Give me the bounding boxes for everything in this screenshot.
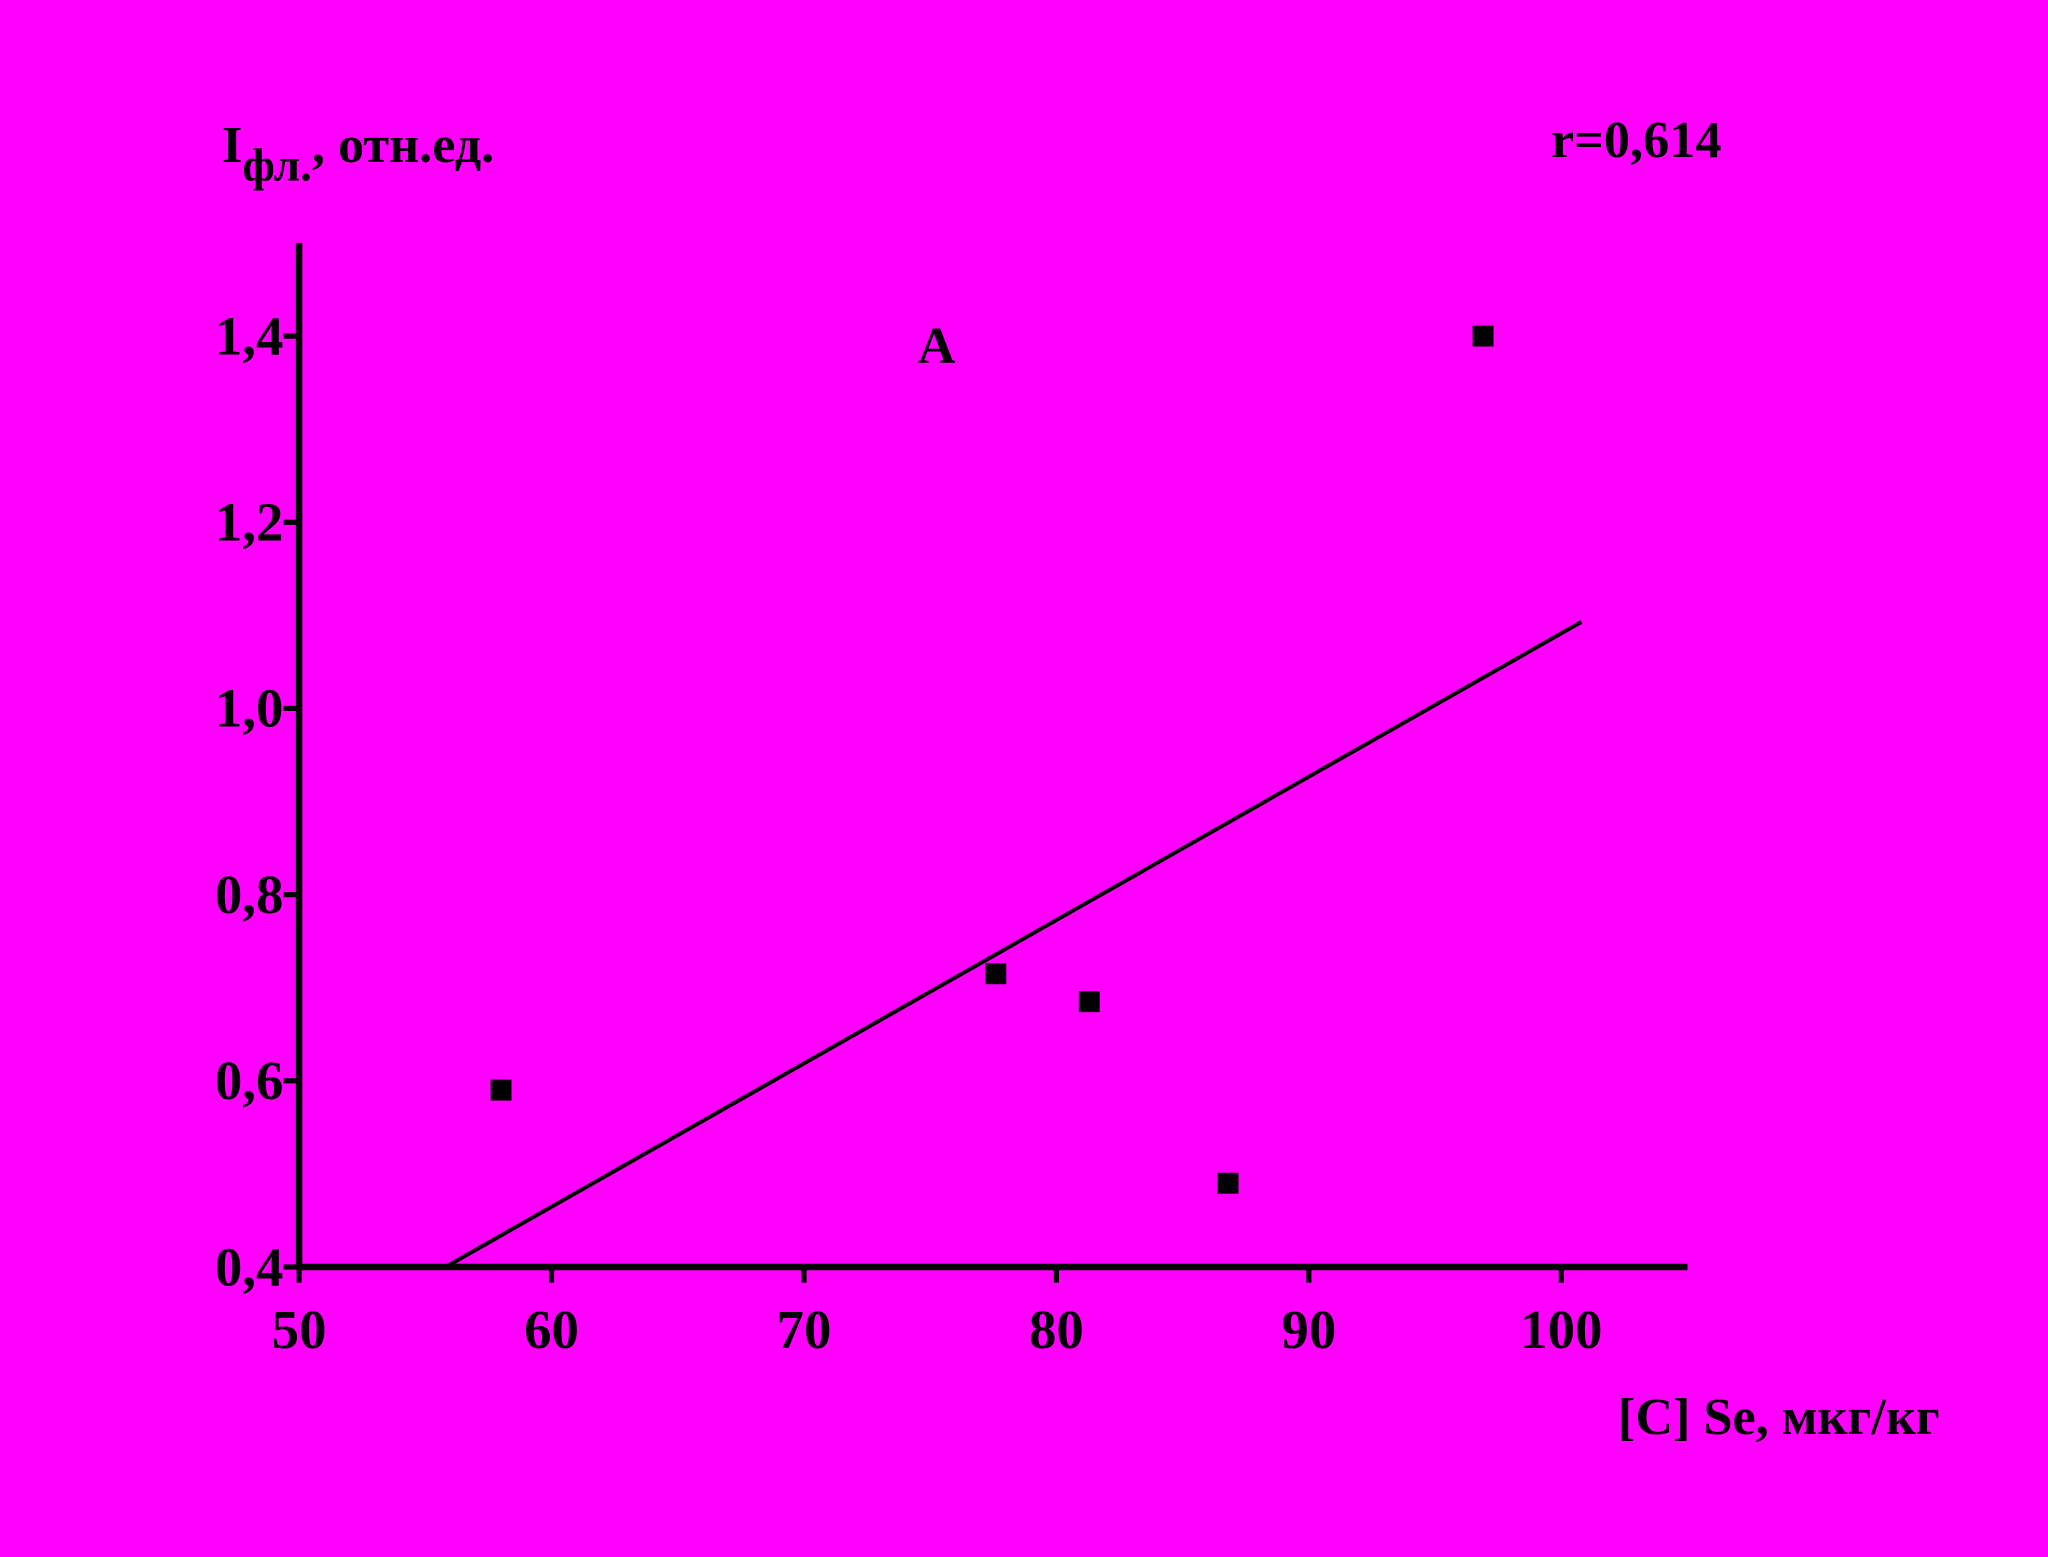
x-tick-label: 80 [1029,1299,1084,1360]
x-tick-label: 100 [1520,1299,1602,1360]
y-tick-label: 1,4 [215,305,284,366]
trend-line [444,620,1583,1269]
y-tick-label: 0,6 [215,1050,284,1111]
x-tick-label: 70 [777,1299,832,1360]
y-tick-label: 0,4 [215,1236,284,1297]
data-point [1078,991,1100,1013]
y-axis-label: Iфл., отн.ед. [222,116,494,191]
data-point [1217,1172,1239,1194]
x-tick-label: 60 [524,1299,579,1360]
y-tick-label: 1,0 [215,678,284,739]
y-label-main: I [222,116,242,174]
data-point [985,963,1007,985]
y-label-sub: фл. [242,139,312,191]
correlation-annotation: r=0,614 [1551,111,1721,169]
y-tick-label: 1,2 [215,492,284,553]
data-point [1472,325,1494,347]
x-tick-label: 50 [272,1299,327,1360]
y-label-rest: , отн.ед. [312,116,494,174]
data-point [490,1079,512,1101]
y-tick-label: 0,8 [215,864,284,925]
x-axis-label: [C] Se, мкг/кг [1618,1388,1940,1446]
panel-label: А [918,317,956,375]
x-tick-label: 90 [1281,1299,1336,1360]
